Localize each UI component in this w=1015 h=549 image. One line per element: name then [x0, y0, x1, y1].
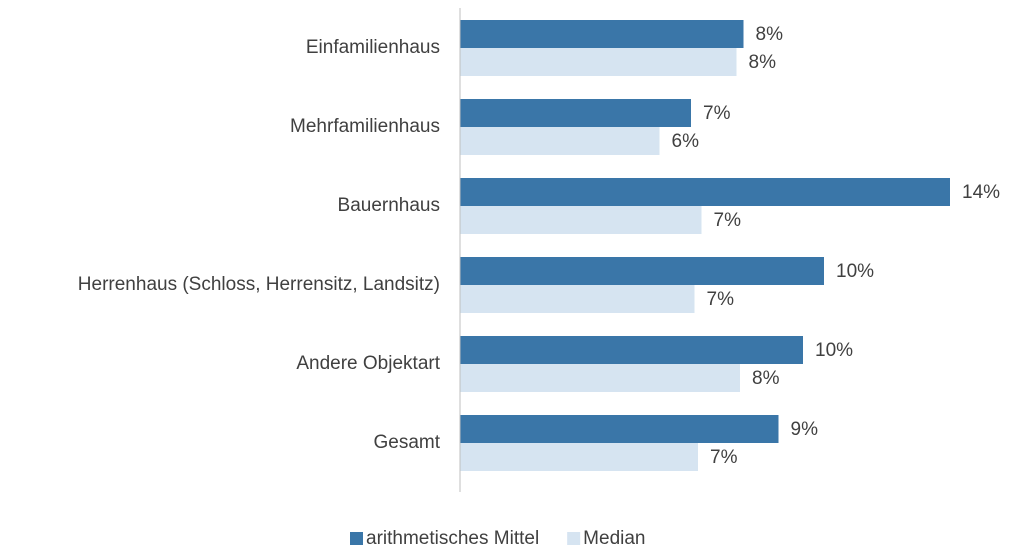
data-label: 7%: [703, 103, 731, 124]
bar: [460, 99, 691, 127]
data-label: 14%: [962, 182, 1000, 203]
bar: [460, 415, 779, 443]
data-label: 9%: [791, 419, 819, 440]
legend-label: Median: [583, 528, 645, 549]
data-label: 8%: [752, 368, 780, 389]
bar: [460, 178, 950, 206]
y-tick-label: Gesamt: [373, 432, 440, 453]
bar: [460, 127, 660, 155]
data-label: 7%: [710, 447, 738, 468]
bar: [460, 206, 702, 234]
y-tick-label: Andere Objektart: [296, 353, 440, 374]
data-label: 10%: [815, 340, 853, 361]
data-label: 10%: [836, 261, 874, 282]
y-tick-label: Einfamilienhaus: [306, 37, 440, 58]
y-tick-label: Herrenhaus (Schloss, Herrensitz, Landsit…: [78, 274, 440, 295]
data-label: 7%: [714, 210, 742, 231]
y-tick-label: Bauernhaus: [338, 195, 440, 216]
legend-label: arithmetisches Mittel: [366, 528, 539, 549]
bar: [460, 257, 824, 285]
data-label: 8%: [756, 24, 784, 45]
bar: [460, 364, 740, 392]
legend-swatch: [567, 532, 581, 545]
bar: [460, 20, 744, 48]
bar: [460, 285, 695, 313]
bar: [460, 336, 803, 364]
data-label: 7%: [707, 289, 735, 310]
bar: [460, 443, 698, 471]
data-label: 8%: [749, 52, 777, 73]
legend-swatch: [350, 532, 363, 545]
y-tick-label: Mehrfamilienhaus: [290, 116, 440, 137]
data-label: 6%: [672, 131, 700, 152]
bar: [460, 48, 737, 76]
